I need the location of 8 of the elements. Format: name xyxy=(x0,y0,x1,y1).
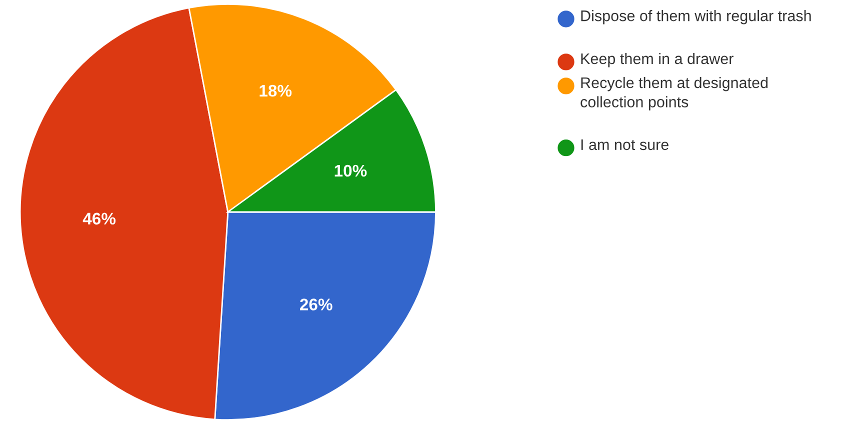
data-label: 10% xyxy=(334,164,367,177)
data-label: 26% xyxy=(300,298,332,310)
data-label: 46% xyxy=(82,212,116,225)
legend-label: Dispose of them with regular trash xyxy=(581,10,811,24)
legend-label: Keep them in a drawer xyxy=(581,52,734,68)
data-label: 18% xyxy=(260,84,292,97)
legend-label: Recycle them at designated collection points xyxy=(580,76,768,110)
legend-label: I am not sure xyxy=(581,139,668,150)
